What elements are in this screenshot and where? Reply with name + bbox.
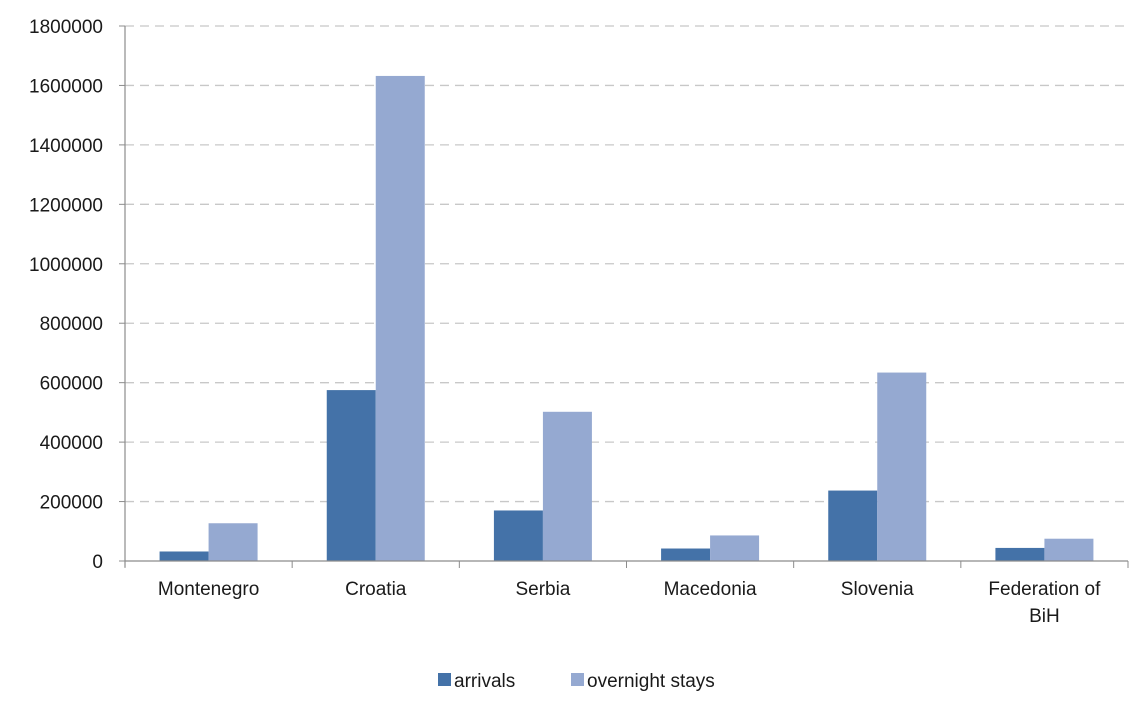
bars (159, 75, 1094, 561)
x-tick-label: Montenegro (158, 579, 259, 600)
legend-label-arrivals: arrivals (454, 671, 515, 692)
gridlines (125, 25, 1128, 503)
bar-overnight-stays-macedonia (710, 535, 760, 561)
legend-swatch-overnight-stays (571, 673, 584, 686)
bar-overnight-stays-serbia (542, 411, 592, 561)
y-tick-label: 1800000 (29, 17, 103, 38)
y-tick-label: 1000000 (29, 255, 103, 276)
bar-overnight-stays-federation-of-bih (1044, 538, 1094, 561)
y-axis-ticks: 0 200000 400000 600000 800000 1000000 1200000 1… (29, 17, 103, 573)
y-tick-label: 0 (92, 552, 103, 573)
bar-arrivals-serbia (493, 510, 543, 561)
x-tick-label: Macedonia (664, 579, 757, 600)
y-tick-label: 1400000 (29, 136, 103, 157)
legend-swatch-arrivals (438, 673, 451, 686)
y-tick-label: 1600000 (29, 76, 103, 97)
axes (119, 25, 1129, 568)
bar-overnight-stays-montenegro (208, 523, 258, 561)
y-tick-label: 600000 (40, 374, 103, 395)
legend-label-overnight-stays: overnight stays (587, 671, 715, 692)
bar-overnight-stays-croatia (375, 75, 425, 561)
x-tick-label: Federation of (988, 579, 1101, 600)
y-tick-label: 1200000 (29, 195, 103, 216)
bar-arrivals-macedonia (661, 548, 711, 561)
y-tick-label: 800000 (40, 314, 103, 335)
bar-arrivals-federation-of-bih (995, 547, 1045, 561)
bar-overnight-stays-slovenia (877, 372, 927, 561)
legend: arrivals overnight stays (438, 671, 715, 692)
bar-arrivals-croatia (326, 390, 376, 561)
x-tick-label: Slovenia (841, 579, 914, 600)
x-tick-label: Serbia (515, 579, 570, 600)
bar-arrivals-montenegro (159, 551, 209, 561)
x-tick-label: Croatia (345, 579, 407, 600)
x-tick-label: BiH (1029, 606, 1060, 627)
y-tick-label: 400000 (40, 433, 103, 454)
x-axis-ticks: Montenegro Croatia Serbia Macedonia Slovenia… (158, 579, 1101, 627)
bar-arrivals-slovenia (828, 490, 878, 561)
y-tick-label: 200000 (40, 493, 103, 514)
